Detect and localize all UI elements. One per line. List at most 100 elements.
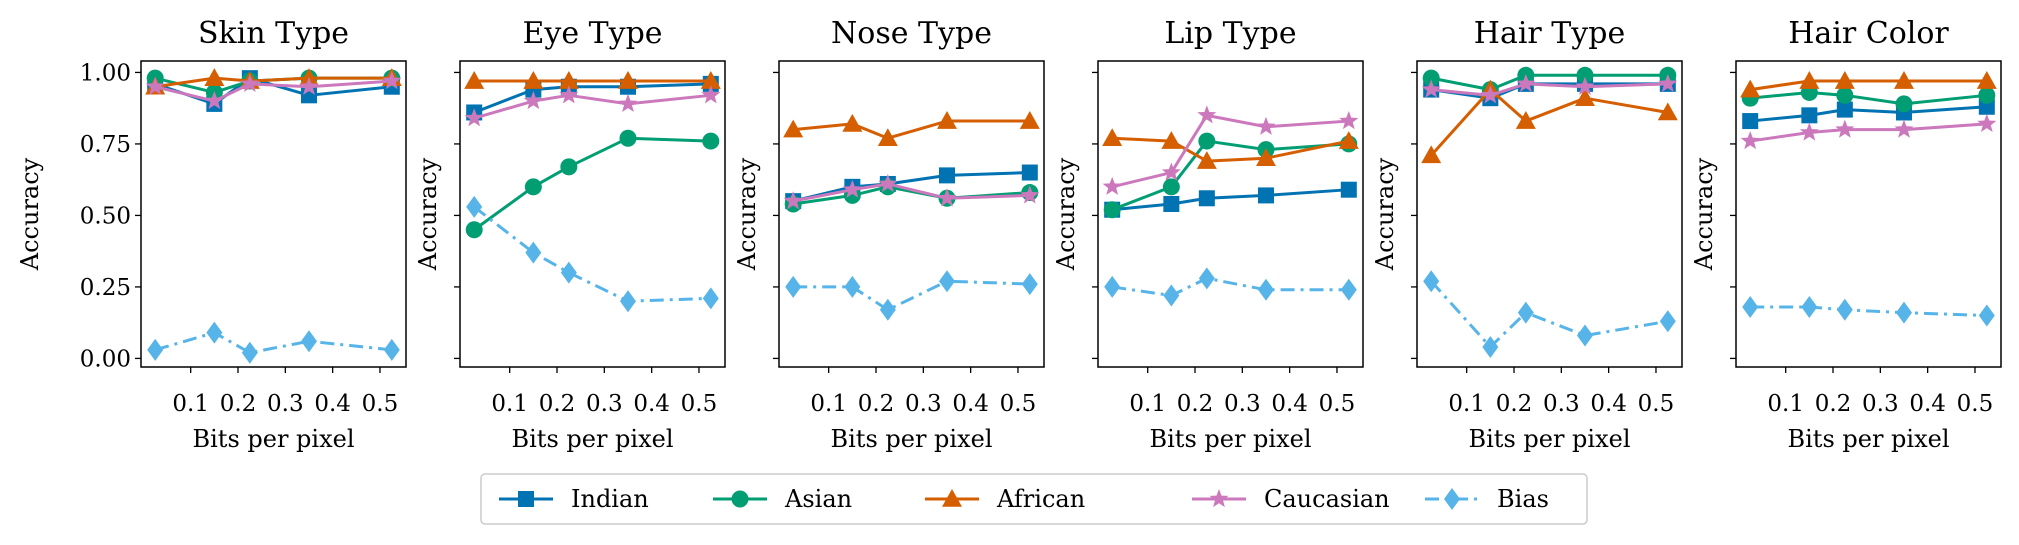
series-bias — [785, 270, 1038, 321]
series-african — [464, 71, 721, 89]
x-tick-label: 0.5 — [362, 391, 399, 417]
x-tick-label: 0.2 — [858, 391, 895, 417]
data-point-asian — [465, 221, 483, 239]
series-bias — [1742, 295, 1995, 327]
data-point-african — [1255, 148, 1276, 167]
series-line-bias — [1750, 305, 1987, 318]
data-point-asian — [560, 158, 578, 176]
x-tick-label: 0.1 — [1129, 391, 1166, 417]
data-point-african — [1515, 111, 1536, 129]
data-point-bias — [1340, 278, 1357, 301]
data-point-bias — [1482, 335, 1499, 358]
x-tick-label: 0.4 — [1590, 391, 1627, 417]
data-point-bias — [844, 275, 861, 298]
data-point-bias — [1978, 304, 1995, 327]
data-point-bias — [206, 321, 223, 344]
data-point-asian — [1103, 201, 1121, 219]
plot-frame — [1097, 60, 1364, 368]
data-point-bias — [1659, 310, 1676, 333]
data-point-bias — [466, 195, 483, 218]
legend-label: Bias — [1497, 485, 1549, 513]
x-tick-label: 0.3 — [1543, 391, 1580, 417]
data-point-caucasian — [1480, 85, 1500, 104]
data-point-asian — [1422, 69, 1440, 87]
x-tick-label: 0.3 — [586, 391, 623, 417]
data-point-bias — [1576, 324, 1593, 347]
series-caucasian — [1740, 113, 1997, 150]
data-point-bias — [525, 241, 542, 264]
y-tick-label: 1.00 — [80, 60, 131, 86]
series-bias — [1104, 267, 1357, 307]
data-point-african — [464, 71, 485, 89]
data-point-caucasian — [1339, 111, 1359, 130]
legend-entry-indian: Indian — [499, 485, 649, 513]
data-point-indian — [1340, 181, 1357, 198]
x-tick-label: 0.4 — [1271, 391, 1308, 417]
data-point-caucasian — [1835, 119, 1855, 138]
series-african — [1421, 79, 1678, 164]
legend-entry-asian: Asian — [713, 485, 852, 513]
data-point-bias — [147, 338, 164, 361]
x-tick-label: 0.3 — [1862, 391, 1899, 417]
data-point-african — [1019, 111, 1040, 129]
x-tick-label: 0.3 — [1224, 391, 1261, 417]
data-point-african — [783, 119, 804, 138]
legend-marker-african — [942, 489, 962, 507]
data-point-african — [204, 68, 225, 86]
y-tick-label: 0.25 — [80, 275, 131, 301]
series-line-bias — [1430, 280, 1669, 349]
data-point-bias — [1517, 301, 1534, 324]
legend-label: Caucasian — [1264, 485, 1390, 513]
data-point-asian — [1162, 178, 1180, 196]
legend-entry-bias: Bias — [1425, 485, 1549, 513]
plot-frame — [1735, 60, 2002, 368]
data-point-indian — [1836, 101, 1853, 118]
legend-frame — [480, 473, 1588, 525]
data-point-caucasian — [842, 179, 862, 198]
series-line-asian — [1111, 139, 1349, 212]
data-point-bias — [938, 270, 955, 293]
data-point-caucasian — [1740, 131, 1760, 150]
data-point-african — [1338, 131, 1359, 149]
data-point-caucasian — [204, 91, 224, 110]
data-point-indian — [1257, 187, 1274, 204]
series-line-caucasian — [1111, 113, 1349, 189]
data-point-bias — [1423, 270, 1440, 293]
series-caucasian — [1421, 73, 1678, 104]
data-point-indian — [1021, 164, 1038, 181]
series-caucasian — [145, 71, 402, 110]
panel-title: Eye Type — [522, 16, 662, 51]
x-tick-label: 0.1 — [172, 391, 209, 417]
data-point-bias — [1163, 284, 1180, 307]
data-point-caucasian — [1161, 162, 1181, 181]
data-point-caucasian — [878, 173, 898, 193]
legend-label: Asian — [784, 485, 852, 513]
data-point-asian — [524, 178, 542, 196]
x-tick-label: 0.4 — [952, 391, 989, 417]
data-point-caucasian — [1575, 76, 1595, 95]
x-tick-label: 0.4 — [314, 391, 351, 417]
x-axis-label: Bits per pixel — [1468, 425, 1630, 453]
x-tick-label: 0.1 — [1767, 391, 1804, 417]
data-point-caucasian — [523, 91, 543, 110]
data-point-african — [617, 71, 638, 89]
panel-nose-type: Nose Type 0.1 0.2 0.3 0.4 0.5 Bits per pixel Ac… — [733, 16, 1045, 453]
panel-title: Hair Type — [1474, 16, 1625, 51]
data-point-african — [1421, 145, 1442, 164]
data-point-caucasian — [299, 76, 319, 95]
data-point-caucasian — [559, 85, 579, 104]
data-point-african — [558, 71, 579, 89]
data-point-african — [842, 113, 863, 132]
data-point-asian — [702, 132, 720, 150]
data-point-indian — [1163, 195, 1180, 212]
x-axis-label: Bits per pixel — [830, 425, 992, 453]
data-point-bias — [1895, 301, 1912, 324]
data-point-african — [936, 111, 957, 129]
data-point-caucasian — [1894, 119, 1914, 138]
series-african — [1740, 71, 1997, 98]
data-point-african — [1893, 71, 1914, 89]
y-axis-label: Accuracy — [16, 157, 44, 271]
series-line-african — [1749, 79, 1987, 92]
data-point-indian — [1742, 113, 1759, 130]
